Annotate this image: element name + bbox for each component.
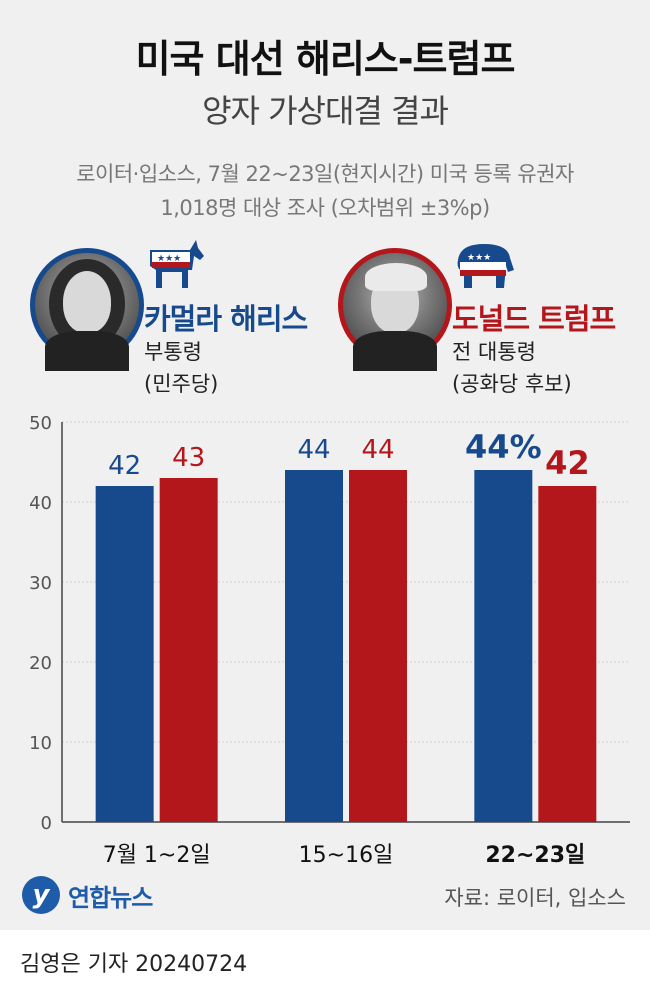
x-category-label-1: 15~16일	[299, 843, 394, 868]
data-label-trump-2: 42	[545, 444, 590, 482]
trump-party: (공화당 후보)	[452, 372, 572, 396]
page-title: 미국 대선 해리스-트럼프	[135, 37, 516, 81]
yonhap-globe-icon: y	[22, 876, 60, 914]
data-label-harris-0: 42	[108, 451, 141, 481]
bar-harris-0	[95, 486, 154, 822]
bar-harris-1	[285, 470, 343, 822]
harris-role: 부통령 (민주당)	[144, 336, 218, 400]
reporter-byline: 김영은 기자 20240724	[20, 952, 248, 977]
data-label-harris-2: 44%	[465, 428, 542, 466]
y-tick-label-20: 20	[29, 653, 52, 674]
bar-harris-2	[474, 470, 533, 822]
harris-photo	[30, 248, 144, 371]
bar-trump-2	[538, 486, 597, 822]
republican-elephant-icon: ★★★	[457, 244, 514, 288]
source-credit: 자료: 로이터, 입소스	[444, 886, 626, 910]
data-label-harris-1: 44	[297, 435, 330, 465]
y-tick-label-10: 10	[29, 733, 52, 754]
bar-trump-0	[159, 478, 218, 822]
trump-name: 도널드 트럼프	[452, 302, 616, 336]
bar-trump-1	[349, 470, 407, 822]
trump-role-title: 전 대통령	[452, 340, 536, 364]
x-category-label-0: 7월 1~2일	[103, 843, 211, 868]
harris-party: (민주당)	[144, 372, 219, 396]
data-label-trump-0: 43	[172, 443, 205, 473]
trump-role: 전 대통령 (공화당 후보)	[452, 336, 572, 400]
page-subtitle: 양자 가상대결 결과	[202, 92, 449, 130]
democratic-donkey-icon: ★★★	[150, 240, 204, 288]
y-tick-label-30: 30	[29, 573, 52, 594]
y-tick-label-0: 0	[41, 813, 52, 834]
svg-text:★★★: ★★★	[467, 253, 491, 263]
svg-text:★★★: ★★★	[157, 254, 181, 264]
harris-role-title: 부통령	[144, 340, 202, 364]
x-category-label-2: 22~23일	[485, 843, 585, 868]
y-tick-label-40: 40	[29, 493, 52, 514]
yonhap-logo: y 연합뉴스	[22, 876, 153, 914]
harris-name: 카멀라 해리스	[144, 302, 308, 336]
survey-note-line2: 1,018명 대상 조사 (오차범위 ±3%p)	[160, 196, 490, 220]
yonhap-logo-text: 연합뉴스	[68, 883, 153, 912]
y-tick-label-50: 50	[29, 413, 52, 434]
survey-note-line1: 로이터·입소스, 7월 22~23일(현지시간) 미국 등록 유권자	[76, 162, 574, 186]
trump-photo	[338, 248, 452, 371]
data-label-trump-1: 44	[361, 435, 394, 465]
infographic-card: 미국 대선 해리스-트럼프 양자 가상대결 결과 로이터·입소스, 7월 22~…	[0, 0, 650, 930]
